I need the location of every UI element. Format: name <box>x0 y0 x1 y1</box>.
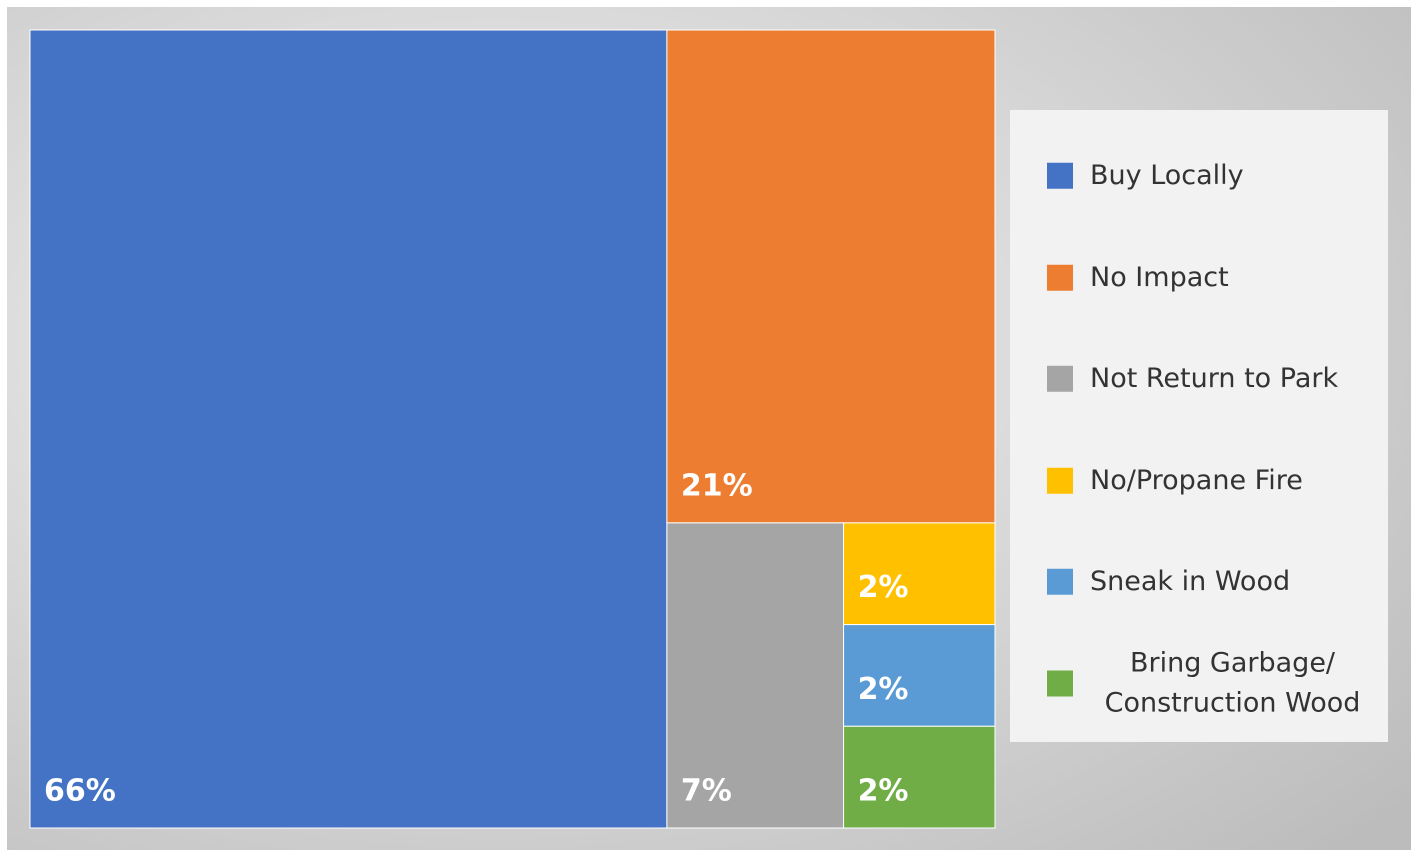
treemap-cell <box>29 29 668 829</box>
treemap-cell <box>666 29 996 524</box>
legend-swatch <box>1047 569 1073 595</box>
legend-entry: No/Propane Fire <box>1047 460 1303 501</box>
legend-swatch <box>1047 163 1073 189</box>
treemap-cell <box>843 522 996 626</box>
value-label: 2% <box>858 774 909 809</box>
legend-swatch <box>1047 264 1073 291</box>
legend-swatch <box>1047 670 1073 697</box>
legend-swatch <box>1047 366 1073 392</box>
value-label: 2% <box>858 672 909 707</box>
legend: Buy Locally No Impact Not Return to Park No… <box>1010 110 1388 742</box>
legend-label: Bring Garbage/ Construction Wood <box>1104 647 1361 719</box>
legend-label: No/Propane Fire <box>1090 464 1303 496</box>
treemap-cell <box>843 725 996 829</box>
value-label: 7% <box>681 774 732 809</box>
legend-entry: Buy Locally <box>1047 156 1244 197</box>
value-label: 21% <box>681 468 753 503</box>
value-label: 2% <box>858 570 909 605</box>
legend-label: Sneak in Wood <box>1090 565 1291 597</box>
legend-entry: No Impact <box>1047 257 1229 298</box>
legend-label: Not Return to Park <box>1090 362 1339 394</box>
legend-entry: Bring Garbage/ Construction Wood <box>1047 643 1375 724</box>
legend-entry: Sneak in Wood <box>1047 562 1290 603</box>
treemap-cell <box>843 624 996 727</box>
treemap-cell <box>666 522 845 829</box>
legend-swatch <box>1047 467 1073 494</box>
legend-label: No Impact <box>1090 261 1229 293</box>
legend-label: Buy Locally <box>1090 159 1244 191</box>
legend-entry: Not Return to Park <box>1047 359 1338 400</box>
value-label: 66% <box>44 774 116 809</box>
